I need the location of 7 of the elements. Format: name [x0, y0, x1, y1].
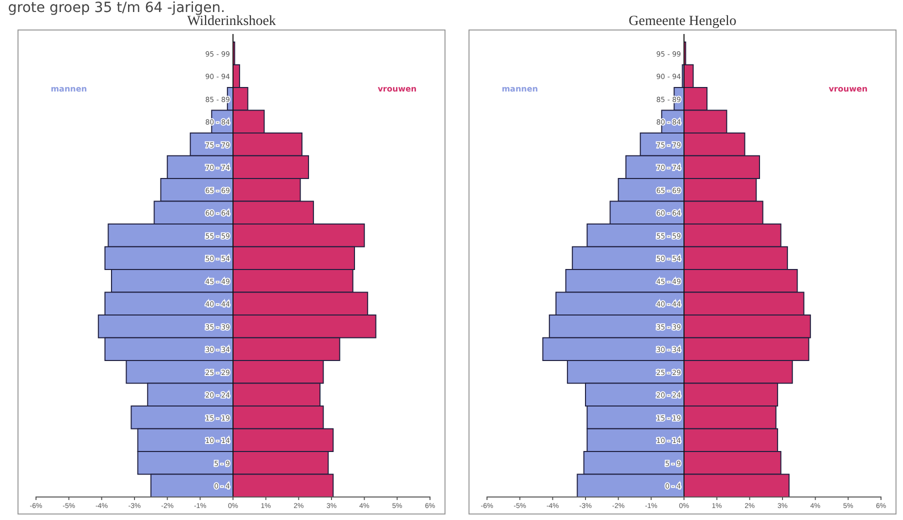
chart-title: Wilderinkshoek [187, 14, 276, 29]
text: vrouwen [828, 84, 868, 94]
text: mannen [502, 84, 538, 94]
text: mannen [50, 84, 88, 94]
chart-title: Gemeente Hengelo [628, 14, 736, 29]
text: grote groep 35 t/m 64 -jarigen. [8, 0, 226, 16]
text: vrouwen [378, 84, 417, 94]
